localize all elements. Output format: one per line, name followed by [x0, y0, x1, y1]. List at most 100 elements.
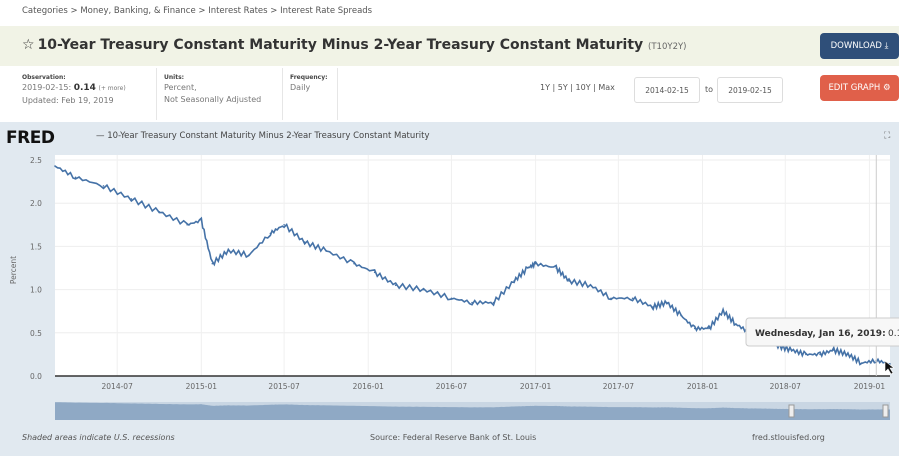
data-point [303, 241, 306, 243]
tooltip-date: Wednesday, Jan 16, 2019: [755, 329, 886, 339]
x-tick-label: 2016-07 [436, 382, 468, 391]
tooltip-value: 0.1 [888, 329, 899, 339]
units-block: Units: Percent, Not Seasonally Adjusted [164, 74, 261, 106]
page-title: ☆ 10-Year Treasury Constant Maturity Minu… [22, 37, 686, 53]
x-tick-label: 2018-01 [687, 382, 719, 391]
data-point [158, 211, 161, 213]
data-point [832, 349, 835, 351]
edit-graph-button[interactable]: EDIT GRAPH ⚙ [820, 75, 899, 101]
data-point [534, 262, 537, 265]
data-point [353, 262, 355, 265]
divider [337, 68, 338, 120]
range-links[interactable]: 1Y | 5Y | 10Y | Max [540, 83, 615, 92]
units-label: Units: [164, 74, 185, 81]
edit-graph-label: EDIT GRAPH [828, 83, 881, 93]
divider [282, 68, 283, 120]
data-point [527, 267, 529, 269]
to-label: to [705, 85, 714, 94]
data-point [847, 353, 849, 356]
data-point [248, 254, 250, 256]
data-point [373, 271, 376, 274]
source-note: Source: Federal Reserve Bank of St. Loui… [370, 433, 537, 442]
data-point [708, 327, 710, 330]
fullscreen-icon[interactable]: ⛶ [884, 131, 891, 141]
y-tick-label: 1.0 [30, 286, 42, 295]
data-point [130, 198, 133, 200]
download-icon: ⤓ [884, 41, 889, 51]
divider [156, 68, 157, 120]
navigator-handle-left[interactable] [788, 404, 795, 418]
data-point [269, 232, 272, 235]
data-point [394, 284, 397, 287]
data-point [54, 165, 56, 167]
y-axis-label: Percent [9, 256, 18, 284]
data-point [666, 301, 668, 304]
date-to-input[interactable]: 2019-02-15 [717, 77, 783, 103]
data-point [652, 306, 654, 308]
x-tick-label: 2019-01 [854, 382, 886, 391]
observation-value: 0.14 [73, 83, 96, 93]
frequency-label: Frequency: [290, 74, 328, 81]
data-point [819, 353, 821, 356]
observation-date: 2019-02-15: [22, 83, 72, 92]
data-point [102, 185, 105, 187]
updated-date: Updated: Feb 19, 2019 [22, 96, 114, 105]
units-line1: Percent, [164, 83, 197, 92]
data-point [492, 301, 495, 304]
data-point [211, 262, 214, 265]
y-tick-label: 0.5 [30, 329, 42, 338]
x-tick-label: 2016-01 [353, 382, 385, 391]
download-button[interactable]: DOWNLOAD ⤓ [820, 33, 899, 59]
site-link[interactable]: fred.stlouisfed.org [752, 433, 825, 442]
y-tick-label: 1.5 [30, 242, 42, 251]
data-point [555, 267, 557, 269]
star-icon[interactable]: ☆ [22, 37, 35, 53]
data-point [74, 176, 77, 179]
frequency-value: Daily [290, 83, 311, 92]
data-point [631, 297, 634, 300]
data-point [722, 310, 724, 313]
data-point [568, 280, 570, 282]
x-tick-label: 2017-01 [520, 382, 552, 391]
tooltip [745, 317, 899, 347]
chart-legend: — 10-Year Treasury Constant Maturity Min… [96, 131, 430, 141]
data-point [283, 224, 285, 226]
fred-logo: FRED [6, 128, 55, 148]
data-point [693, 327, 696, 330]
y-tick-label: 2.0 [30, 199, 42, 208]
data-point [471, 301, 473, 304]
data-point [422, 288, 425, 291]
data-point [735, 323, 737, 325]
gear-icon: ⚙ [882, 83, 891, 93]
data-point [227, 249, 230, 252]
data-point [805, 353, 807, 356]
more-link[interactable]: (+ more) [98, 85, 126, 92]
data-point [513, 280, 515, 282]
observation-label: Observation: [22, 74, 66, 81]
x-tick-label: 2015-07 [268, 382, 300, 391]
download-label: DOWNLOAD [830, 41, 882, 51]
y-tick-label: 0.0 [30, 372, 42, 381]
navigator-handle-right[interactable] [882, 404, 889, 418]
data-point [200, 219, 203, 222]
data-point [589, 284, 592, 287]
data-point [860, 362, 863, 364]
x-tick-label: 2018-07 [770, 382, 802, 391]
date-from-input[interactable]: 2014-02-15 [634, 77, 700, 103]
data-point [680, 314, 682, 317]
x-tick-label: 2014-07 [102, 382, 134, 391]
y-tick-label: 2.5 [30, 156, 42, 165]
recession-note: Shaded areas indicate U.S. recessions [22, 433, 175, 442]
data-point [610, 297, 612, 300]
breadcrumb[interactable]: Categories > Money, Banking, & Finance >… [22, 6, 373, 16]
title-text: 10-Year Treasury Constant Maturity Minus… [37, 37, 644, 53]
data-point [325, 249, 327, 252]
units-line2: Not Seasonally Adjusted [164, 95, 262, 104]
title-bar: ☆ 10-Year Treasury Constant Maturity Minu… [0, 26, 899, 66]
cursor-icon [884, 360, 895, 375]
series-code: (T10Y2Y) [648, 42, 687, 52]
data-point [450, 297, 453, 300]
observation-block: Observation: 2019-02-15: 0.14 (+ more) U… [22, 74, 126, 107]
navigator-area [55, 402, 890, 420]
